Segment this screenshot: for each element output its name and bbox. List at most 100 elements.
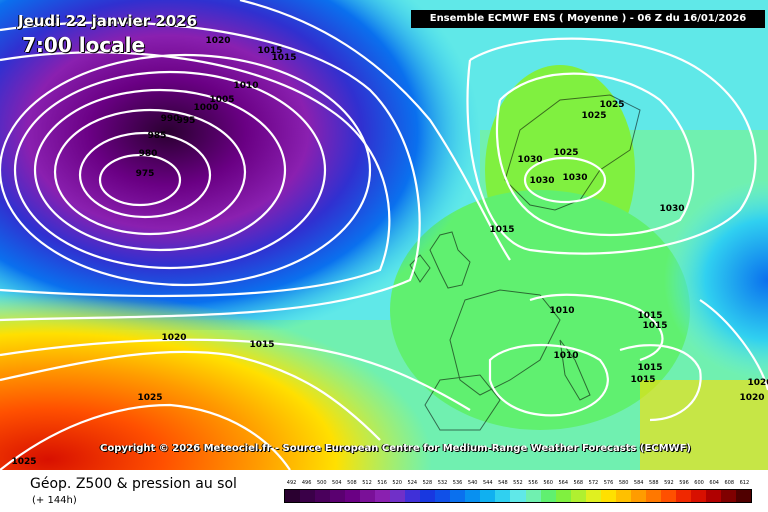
isobar-label: 1020 [747, 378, 768, 388]
scale-label: 520 [392, 480, 402, 486]
scale-swatch [705, 490, 721, 502]
coast-western-europe [449, 289, 561, 396]
scale-label: 560 [543, 480, 553, 486]
isobar-1020-north [466, 37, 757, 255]
isobar-1025-north [495, 72, 695, 237]
isobar-label: 1015 [489, 225, 514, 235]
scale-swatch [330, 490, 346, 502]
scale-label: 500 [316, 480, 327, 486]
scale-label: 576 [603, 480, 614, 486]
isobar-label: 990 [161, 114, 180, 124]
isobar-label: 980 [139, 149, 158, 159]
scale-swatch [600, 490, 616, 502]
isobar-995 [13, 70, 327, 270]
scale-swatch [315, 490, 331, 502]
isobar-1020-east [699, 299, 768, 391]
isobar-label: 985 [148, 131, 167, 141]
isobar-label: 1025 [11, 457, 36, 467]
copyright-text: Copyright © 2026 Meteociel.fr - Source E… [100, 443, 691, 454]
scale-swatch [360, 490, 376, 502]
scale-swatch [630, 490, 646, 502]
coastlines [409, 94, 641, 431]
forecast-time: 7:00 locale [22, 33, 146, 57]
forecast-date: Jeudi 22 janvier 2026 [18, 12, 198, 30]
isobar-980 [78, 131, 212, 219]
isobar-label: 1030 [517, 155, 542, 165]
isobar-label: 1010 [553, 351, 578, 361]
scale-swatch [405, 490, 421, 502]
scale-label: 496 [301, 480, 312, 486]
scale-swatch [675, 490, 691, 502]
scale-swatch [690, 490, 706, 502]
isobar-label: 975 [136, 169, 155, 179]
isobar-label: 995 [177, 116, 196, 126]
scale-label: 492 [286, 480, 297, 486]
scale-swatch [465, 490, 481, 502]
scale-swatch [450, 490, 466, 502]
isobar-label: 1015 [637, 311, 662, 321]
scale-swatch [720, 490, 736, 502]
scale-label: 540 [467, 480, 478, 486]
scale-swatch [570, 490, 586, 502]
geopotential-south-east-warm [640, 380, 768, 470]
scale-swatch [615, 490, 631, 502]
isobar-label: 1015 [637, 363, 662, 373]
scale-label: 536 [452, 480, 463, 486]
isobar-label: 1015 [249, 340, 274, 350]
isobar-1020 [0, 350, 381, 441]
scale-swatch [555, 490, 571, 502]
scale-swatch [345, 490, 361, 502]
scale-label: 580 [618, 480, 629, 486]
scale-swatch [585, 490, 601, 502]
scale-label: 528 [422, 480, 433, 486]
isobar-label: 1020 [205, 36, 230, 46]
scale-label: 588 [649, 480, 659, 486]
isobar-985 [53, 108, 247, 236]
scale-label: 524 [407, 480, 418, 486]
scale-swatch [375, 490, 391, 502]
isobar-label: 1010 [549, 306, 574, 316]
scale-label: 600 [694, 480, 704, 486]
isobar-label: 1025 [599, 100, 624, 110]
isobar-label: 1010 [233, 81, 258, 91]
scale-swatch [660, 490, 676, 502]
isobar-label: 1015 [257, 46, 282, 56]
isobar-label: 1020 [161, 333, 186, 343]
isobar-1015-north [239, 0, 511, 261]
scale-swatch [525, 490, 541, 502]
scale-label: 552 [513, 480, 523, 486]
color-scale-labels: 492 496 500 504 508 512 516 520 524 528 532 536 540 5… [284, 480, 752, 488]
map-canvas: 1020101510151010100510009959909859809751… [0, 0, 768, 470]
color-scale-bar [284, 489, 752, 503]
isobar-1005 [0, 51, 391, 298]
isobar-label: 1025 [581, 111, 606, 121]
footer: Géop. Z500 & pression au sol (+ 144h) 49… [0, 470, 768, 512]
isobars [0, 0, 768, 470]
scale-swatch [420, 490, 436, 502]
isobar-label: 1025 [553, 148, 578, 158]
scale-swatch [495, 490, 511, 502]
isobar-1000 [0, 53, 372, 287]
isobar-label: 1015 [642, 321, 667, 331]
scale-label: 508 [347, 480, 357, 486]
scale-label: 572 [588, 480, 599, 486]
scale-label: 568 [573, 480, 584, 486]
coast-italy [559, 339, 591, 401]
isobar-1010-med [488, 343, 609, 417]
scale-label: 512 [362, 480, 372, 486]
scale-swatch [285, 490, 301, 502]
scale-swatch [510, 490, 526, 502]
isobar-990 [33, 88, 287, 252]
isobar-1015-balkans [619, 344, 702, 422]
scale-label: 564 [558, 480, 568, 486]
scale-label: 516 [377, 480, 387, 486]
scale-swatch [735, 490, 751, 502]
model-title: Ensemble ECMWF ENS ( Moyenne ) - 06 Z du… [411, 10, 765, 28]
scale-swatch [480, 490, 496, 502]
isobar-1025-south [0, 403, 291, 470]
scale-label: 548 [498, 480, 508, 486]
isobar-975 [98, 153, 182, 207]
isobar-label: 1030 [529, 176, 554, 186]
coast-iberia [424, 374, 501, 431]
